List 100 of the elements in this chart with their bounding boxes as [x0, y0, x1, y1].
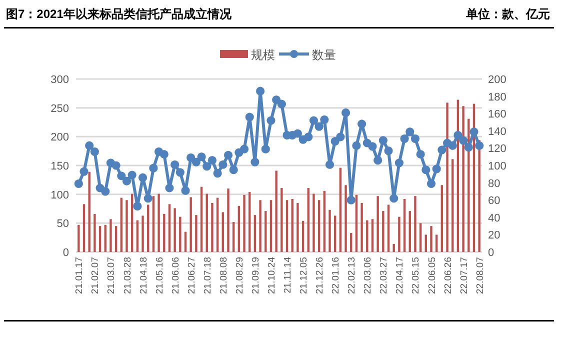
bar	[302, 220, 304, 252]
x-tick-label: 21.01.17	[74, 257, 86, 294]
bar	[216, 198, 219, 252]
x-tick-label: 22.08.07	[474, 257, 486, 294]
y-tick-label: 250	[50, 102, 69, 115]
bar	[286, 200, 288, 252]
y2-tick-label: 140	[488, 126, 506, 138]
bar	[88, 172, 90, 252]
x-tick-label: 21.03.28	[122, 257, 134, 294]
bar	[366, 220, 368, 252]
x-tick-label: 21.08.29	[234, 257, 246, 294]
bar	[248, 192, 251, 252]
bar	[312, 194, 315, 252]
y2-tick-label: 0	[488, 247, 494, 259]
bar	[232, 222, 235, 252]
bar	[296, 202, 299, 252]
bar	[114, 226, 118, 252]
bar	[222, 212, 224, 252]
bar	[184, 232, 187, 252]
chart-title: 图7：2021年以来标品类信托产品成立情况	[6, 7, 232, 21]
y-tick-label: 150	[50, 160, 69, 172]
bar	[424, 234, 428, 252]
x-tick-label: 21.02.07	[90, 257, 102, 294]
x-tick-label: 21.06.27	[186, 257, 198, 294]
bar	[190, 197, 192, 252]
bar	[238, 206, 240, 252]
bar	[355, 194, 358, 252]
text: 单位：款、亿元	[465, 7, 550, 21]
y2-tick-label: 200	[488, 74, 506, 86]
y2-tick-label: 80	[488, 178, 500, 190]
bar	[82, 204, 86, 252]
bar	[430, 226, 432, 252]
bar	[174, 208, 176, 252]
bar	[270, 200, 272, 252]
x-tick-label: 21.08.08	[218, 257, 230, 294]
bar	[158, 194, 160, 252]
x-tick-label: 22.06.26	[442, 257, 454, 294]
bar	[206, 194, 208, 252]
bar	[120, 198, 123, 252]
x-tick-label: 21.10.24	[266, 257, 278, 294]
x-tick-label: 21.11.14	[282, 257, 294, 294]
x-tick-label: 22.02.13	[346, 257, 358, 294]
bar	[200, 186, 203, 252]
x-tick-label: 22.06.05	[426, 257, 438, 294]
y2-tick-label: 20	[488, 230, 500, 242]
x-tick-label: 22.01.16	[330, 257, 342, 294]
y2-tick-label: 100	[488, 160, 506, 172]
bar	[323, 190, 326, 252]
x-tick-label: 22.03.06	[362, 257, 374, 294]
bar	[78, 224, 80, 252]
bar	[392, 244, 395, 252]
bar	[435, 234, 438, 252]
y2-tick-label: 40	[488, 212, 500, 224]
bar	[350, 232, 352, 252]
bar	[110, 219, 112, 252]
y2-tick-label: 120	[488, 143, 506, 156]
y-tick-label: 0	[62, 247, 69, 259]
x-tick-label: 21.06.06	[170, 257, 182, 294]
bar	[414, 196, 416, 252]
bar	[398, 216, 400, 252]
bar	[163, 214, 166, 252]
x-tick-label: 22.05.15	[410, 257, 422, 294]
legend-label: 规模	[251, 48, 275, 62]
bar	[419, 223, 422, 252]
y2-tick-label: 180	[488, 91, 506, 104]
x-tick-label: 22.04.17	[394, 257, 406, 294]
bar	[168, 204, 171, 252]
x-tick-label: 21.09.19	[250, 257, 262, 294]
bar	[387, 204, 390, 252]
x-tick-label: 21.12.05	[298, 257, 310, 294]
bar	[440, 185, 444, 252]
bar	[408, 211, 411, 252]
bar	[403, 198, 406, 252]
x-tick-label: 21.07.18	[202, 257, 214, 294]
x-tick-label: 21.04.18	[138, 257, 150, 294]
bar	[142, 216, 144, 252]
bar	[211, 202, 214, 252]
bar	[195, 215, 198, 252]
bar	[318, 200, 320, 252]
y-tick-label: 200	[50, 132, 69, 144]
y-tick-label: 50	[56, 218, 69, 230]
y2-tick-label: 60	[488, 195, 500, 208]
bar	[259, 200, 262, 252]
bar	[130, 194, 134, 252]
bar	[126, 200, 128, 252]
bar	[280, 188, 283, 252]
bar	[307, 188, 310, 252]
bar	[334, 216, 336, 252]
bar	[104, 224, 106, 252]
bar	[94, 214, 96, 252]
bar	[382, 211, 384, 252]
x-tick-label: 22.03.27	[378, 257, 390, 294]
bar	[152, 196, 155, 252]
bar	[452, 159, 454, 252]
bar	[275, 170, 278, 252]
bar	[147, 204, 150, 252]
bar	[179, 216, 182, 252]
x-tick-label: 21.05.16	[154, 257, 166, 294]
bar	[243, 194, 246, 252]
bar	[339, 168, 342, 252]
